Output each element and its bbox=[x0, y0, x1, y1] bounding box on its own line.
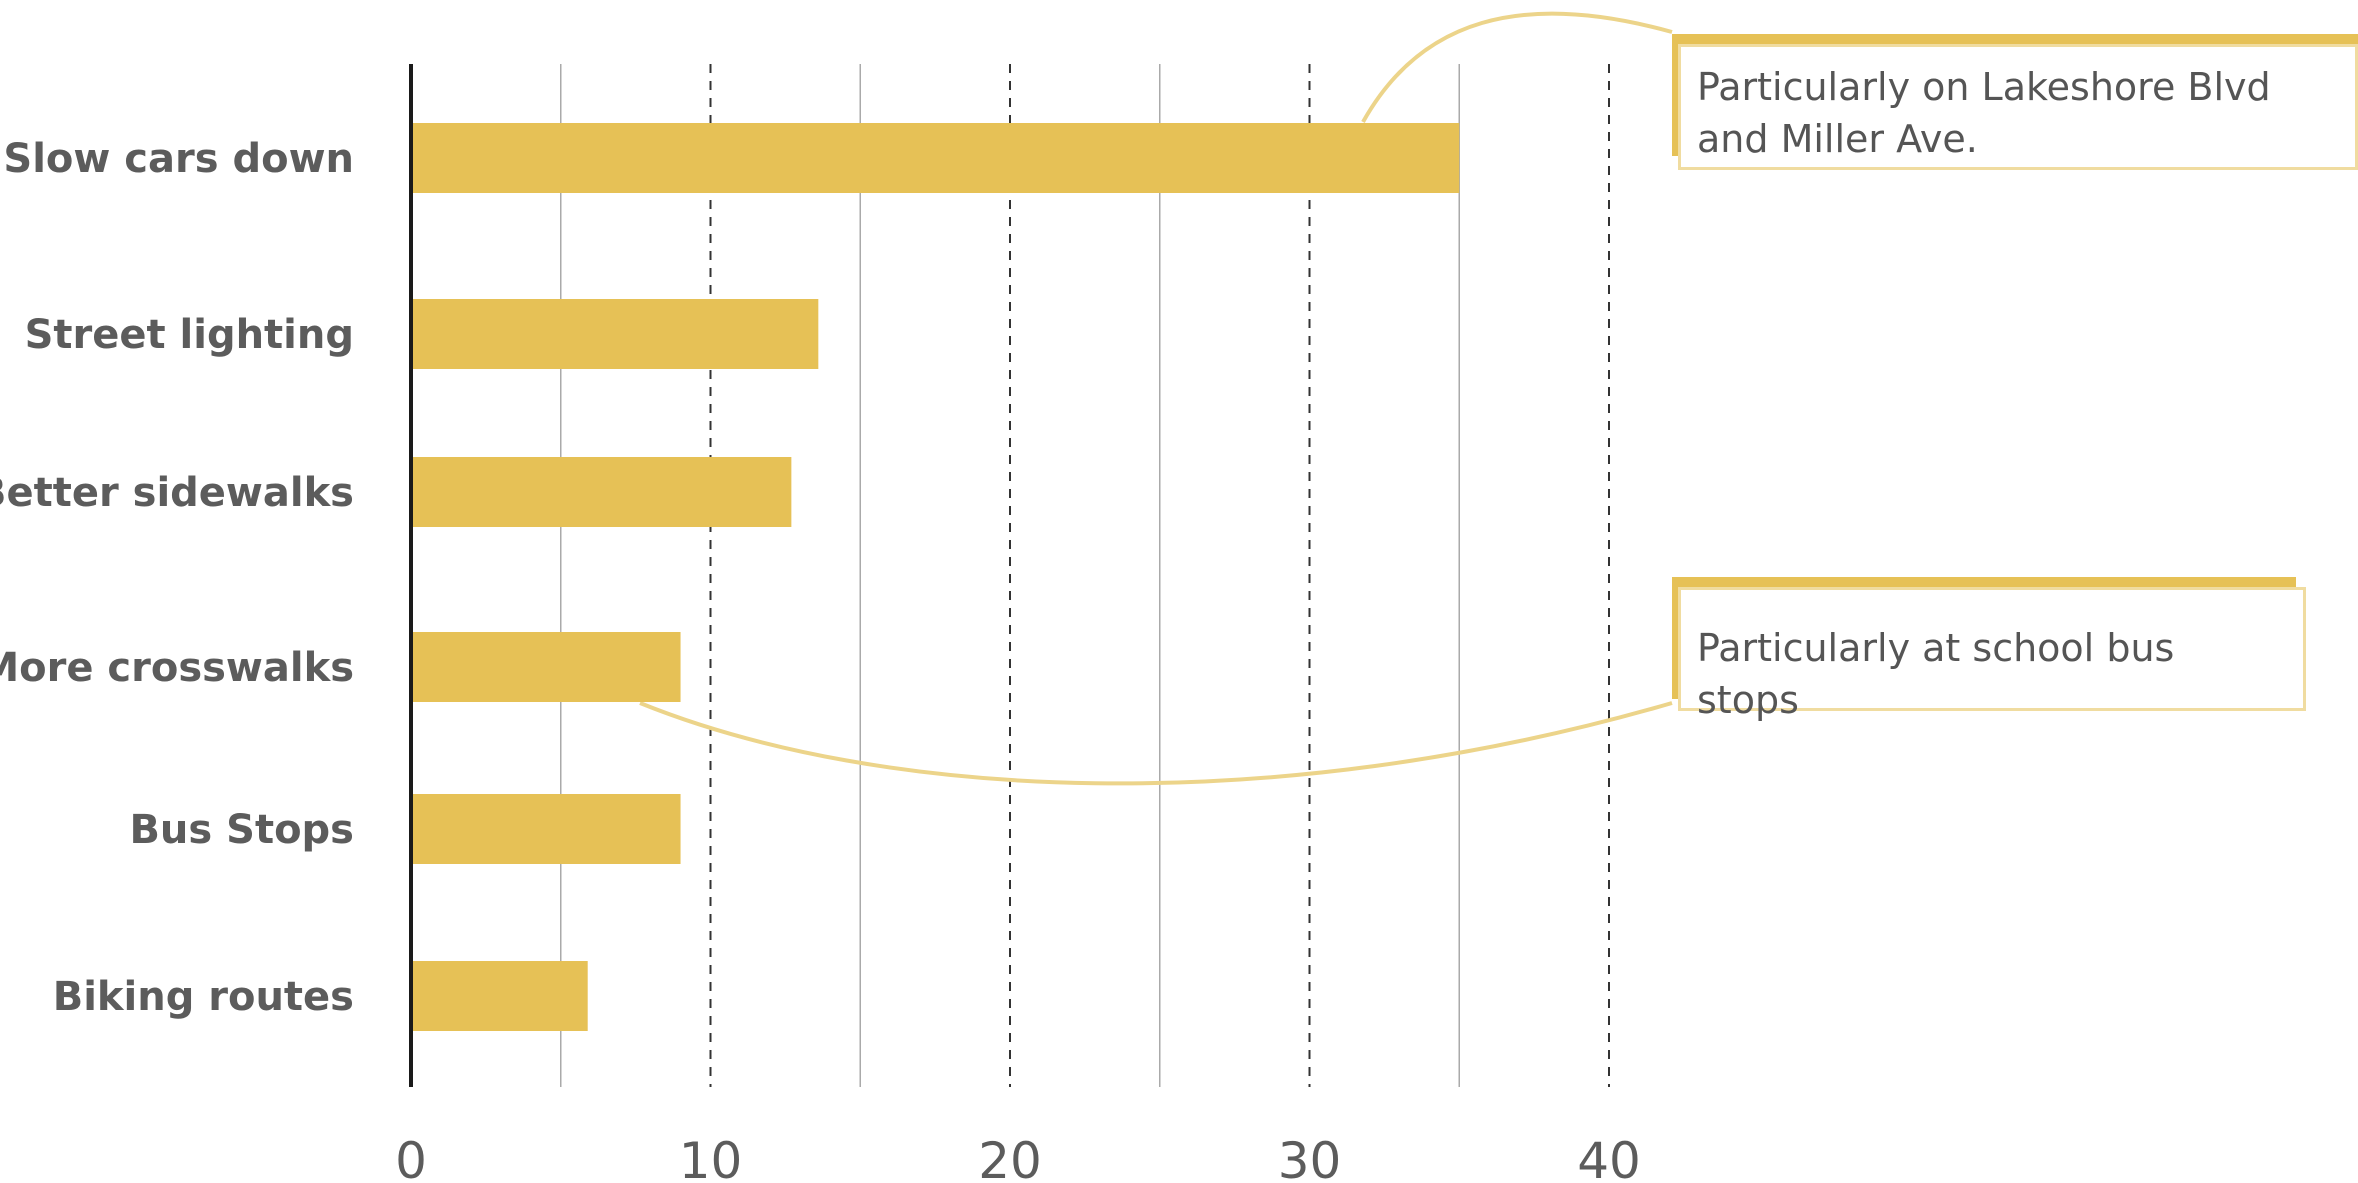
annotation-2-accent bbox=[1672, 577, 2296, 589]
annotation-1-accent-side bbox=[1672, 34, 1682, 156]
x-tick-label-30: 30 bbox=[1278, 1132, 1342, 1183]
annotation-1-accent bbox=[1672, 34, 2358, 46]
bar-4 bbox=[411, 632, 681, 702]
grid-lines bbox=[560, 64, 1610, 1087]
category-label-3: Better sidewalks bbox=[0, 470, 354, 516]
annotation-connectors bbox=[639, 11, 1673, 786]
annotation-connector-1 bbox=[1361, 11, 1673, 123]
bar-5 bbox=[411, 794, 681, 864]
category-label-5: Bus Stops bbox=[129, 807, 354, 853]
annotation-1: Particularly on Lakeshore Blvd and Mille… bbox=[1678, 44, 2358, 170]
category-labels: Slow cars down Street lighting Better side… bbox=[0, 136, 354, 1020]
bar-1 bbox=[411, 123, 1460, 193]
bar-2 bbox=[411, 299, 819, 369]
x-tick-labels: 0 10 20 30 40 bbox=[395, 1132, 1641, 1183]
category-label-1: Slow cars down bbox=[3, 136, 354, 182]
x-tick-label-10: 10 bbox=[679, 1132, 743, 1183]
annotation-connector-2 bbox=[639, 701, 1673, 786]
category-label-2: Street lighting bbox=[25, 312, 354, 358]
category-label-4: More crosswalks bbox=[0, 645, 354, 691]
x-tick-label-20: 20 bbox=[978, 1132, 1042, 1183]
bar-6 bbox=[411, 961, 588, 1031]
annotation-2: Particularly at school bus stops bbox=[1678, 587, 2306, 722]
bar-3 bbox=[411, 457, 792, 527]
bars bbox=[411, 123, 1460, 1031]
x-tick-label-40: 40 bbox=[1577, 1132, 1641, 1183]
x-tick-label-0: 0 bbox=[395, 1132, 427, 1183]
annotation-2-accent-side bbox=[1672, 577, 1682, 699]
category-label-6: Biking routes bbox=[53, 974, 354, 1020]
